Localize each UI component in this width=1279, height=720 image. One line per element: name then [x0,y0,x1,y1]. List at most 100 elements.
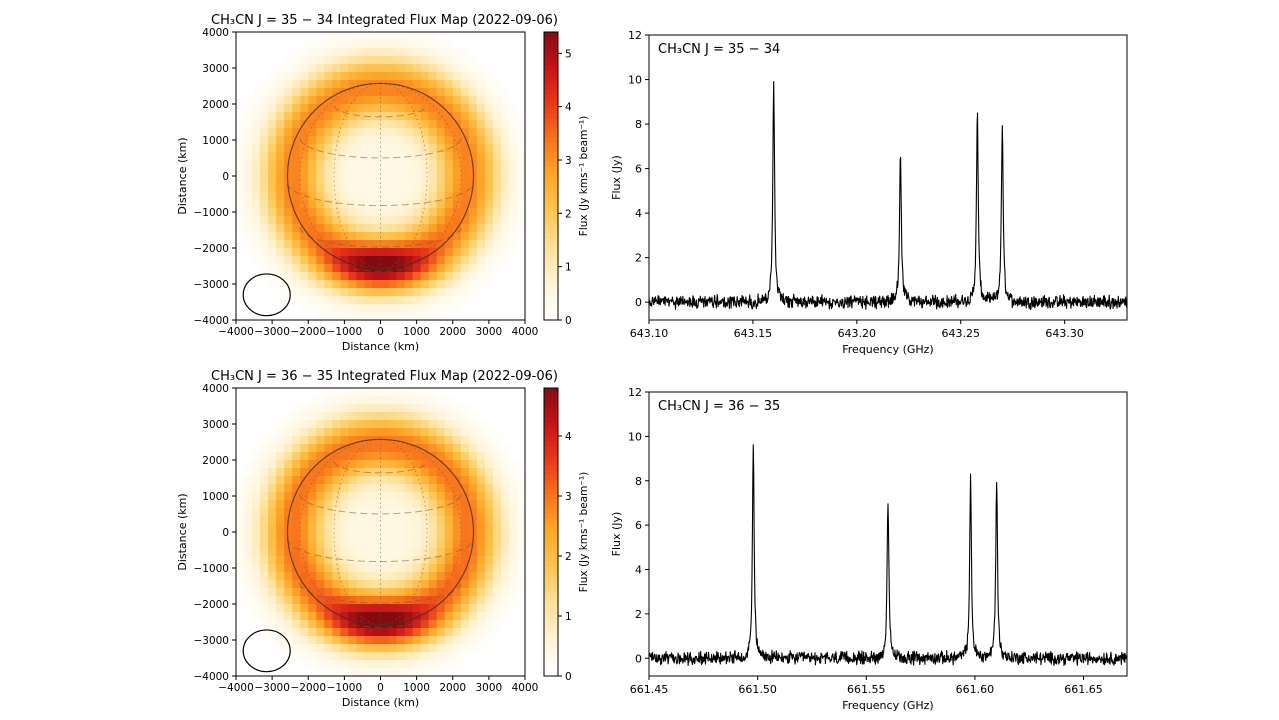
flux-pixel [380,636,390,645]
y-tick-label: −3000 [193,635,229,647]
flux-pixel [508,540,518,549]
y-tick-label: 2 [635,252,642,265]
flux-pixel [428,104,438,113]
flux-pixel [252,248,261,257]
flux-pixel [444,280,454,289]
flux-pixel [500,160,510,169]
flux-pixel [252,556,261,565]
flux-pixel [316,48,325,57]
flux-pixel [468,596,478,605]
flux-pixel [356,288,366,297]
planet-limb [286,82,475,270]
flux-pixel [300,580,309,589]
flux-pixel [396,396,406,405]
flux-pixel [364,484,374,493]
flux-pixel [316,232,325,241]
flux-pixel [436,88,446,97]
flux-pixel [508,556,518,565]
flux-pixel [372,160,382,169]
flux-pixel [284,80,293,89]
flux-pixel [476,104,486,113]
flux-pixel [308,296,317,305]
flux-pixel [364,248,374,257]
flux-pixel [404,564,414,573]
flux-pixel [372,136,382,145]
flux-pixel [396,556,406,565]
flux-pixel [276,208,285,217]
flux-pixel [356,636,366,645]
flux-pixel [300,96,309,105]
flux-pixel [276,628,285,637]
flux-pixel [292,604,301,613]
flux-pixel [476,184,486,193]
flux-pixel [372,312,382,321]
flux-pixel [316,396,325,405]
flux-pixel [460,588,470,597]
flux-pixel [340,500,349,509]
flux-pixel [292,468,301,477]
flux-pixel [460,112,470,121]
flux-pixel [236,580,245,589]
flux-pixel [284,64,293,73]
flux-pixel [324,412,333,421]
flux-pixel [516,532,526,541]
flux-pixel [316,248,325,257]
flux-pixel [412,216,422,225]
flux-pixel [292,588,301,597]
flux-pixel [316,628,325,637]
flux-pixel [404,596,414,605]
flux-pixel [236,548,245,557]
flux-pixel [316,176,325,185]
flux-pixel [364,144,374,153]
flux-pixel [324,532,333,541]
flux-pixel [388,312,398,321]
flux-pixel [436,508,446,517]
flux-pixel [396,452,406,461]
flux-pixel [500,232,510,241]
flux-pixel [364,72,374,81]
flux-pixel [452,184,462,193]
flux-pixel [244,564,253,573]
flux-pixel [436,436,446,445]
flux-pixel [380,88,390,97]
x-tick-label: −4000 [218,682,254,694]
flux-pixel [332,412,341,421]
flux-pixel [316,492,325,501]
flux-pixel [236,184,245,193]
flux-pixel [364,540,374,549]
latitude-line [299,226,462,248]
flux-pixel [316,168,325,177]
colorbar-segment [544,147,558,153]
flux-pixel [500,460,510,469]
flux-pixel [388,216,398,225]
flux-pixel [300,280,309,289]
colorbar-segment [544,618,558,624]
flux-pixel [388,404,398,413]
flux-pixel [388,240,398,249]
flux-pixel [260,208,269,217]
flux-pixel [420,288,430,297]
flux-pixel [476,468,486,477]
flux-pixel [308,484,317,493]
colorbar-segment [544,36,558,43]
colorbar-segment [544,666,558,672]
flux-pixel [476,644,486,653]
flux-pixel [444,556,454,565]
flux-pixel [404,516,414,525]
flux-pixel [404,660,414,669]
flux-pixel [492,112,502,121]
colorbar-segment [544,412,558,418]
colorbar-segment [544,565,558,571]
flux-pixel [444,168,454,177]
flux-pixel [420,516,430,525]
flux-pixel [308,304,317,313]
flux-pixel [292,176,301,185]
flux-pixel [292,248,301,257]
flux-pixel [332,508,341,517]
flux-pixel [300,572,309,581]
flux-pixel [492,240,502,249]
flux-pixel [444,48,454,57]
flux-pixel [348,452,358,461]
flux-map-pixels [236,388,526,677]
